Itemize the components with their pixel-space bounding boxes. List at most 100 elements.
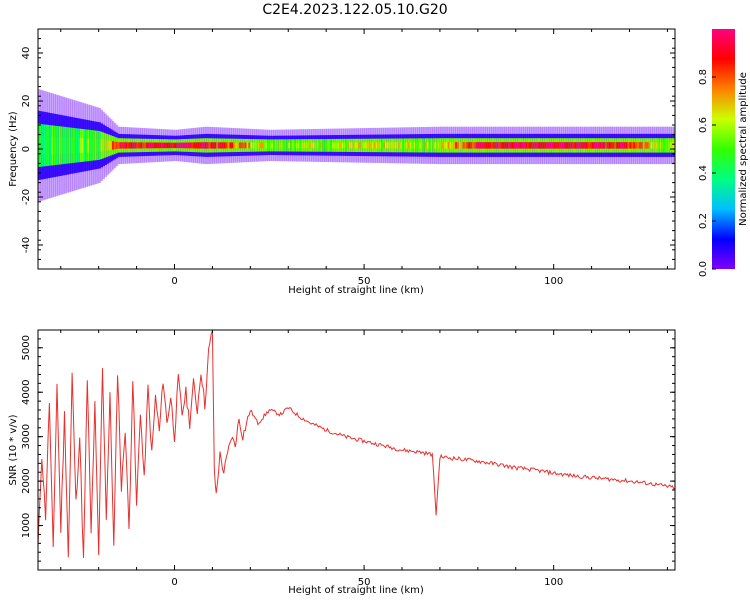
spectrogram-cell <box>638 142 642 149</box>
spectrogram-cell <box>199 142 202 149</box>
spectrogram-cell <box>547 142 551 149</box>
spectrogram-cell <box>147 142 151 149</box>
spectrogram-cell <box>229 142 232 149</box>
spectrogram-cell <box>356 142 359 149</box>
spectrogram-cell <box>402 142 405 149</box>
spectrogram-cell <box>53 136 56 155</box>
spectrogram-cell <box>303 142 306 149</box>
spectrogram-cell <box>201 142 204 149</box>
spectrogram-cell <box>333 142 337 149</box>
spectrogram-cell <box>599 142 602 149</box>
spectrogram-cell <box>388 142 392 149</box>
snr-y-tick-label: 4000 <box>21 379 32 404</box>
spectrogram-cell <box>504 142 507 149</box>
spectrogram-cell <box>347 142 350 149</box>
spectrogram-cell <box>225 142 229 149</box>
spectrogram-cell <box>58 136 62 155</box>
spectrogram-cell <box>41 135 45 155</box>
spectrogram-cell <box>250 142 253 149</box>
spectrogram-cell <box>183 142 187 149</box>
spectrogram-cell <box>447 142 450 149</box>
spectrogram-cell <box>134 142 138 149</box>
spectrogram-cell <box>56 136 60 155</box>
spectrogram-y-tick-label: -20 <box>21 189 32 205</box>
spectrogram-y-label: Frequency (Hz) <box>8 111 19 187</box>
spectrogram-cell <box>185 142 189 149</box>
spectrogram-cell <box>534 142 538 149</box>
spectrogram-cell <box>608 142 612 149</box>
spectrogram-cell <box>456 142 460 149</box>
colorbar: 0.0 0.2 0.4 0.6 0.8 Normalized spectral ampl… <box>698 29 749 277</box>
spectrogram-cell <box>119 142 123 149</box>
spectrogram-cell <box>197 142 200 149</box>
spectrogram-cell <box>591 142 595 149</box>
spectrogram-cell <box>64 137 68 154</box>
spectrogram-cell <box>265 142 268 149</box>
spectrogram-cell <box>206 142 210 149</box>
spectrogram-cell <box>487 142 490 149</box>
snr-x-tick-label: 50 <box>358 577 371 588</box>
spectrogram-cell <box>242 142 246 149</box>
spectrogram-cell <box>434 142 437 149</box>
spectrogram-cell <box>546 142 549 149</box>
spectrogram-cell <box>652 142 655 149</box>
spectrogram-x-tick-label: 100 <box>544 276 563 287</box>
spectrogram-cell <box>74 137 77 154</box>
spectrogram-cell <box>326 142 329 149</box>
spectrogram-cell <box>286 142 289 149</box>
spectrogram-cell <box>369 142 373 149</box>
spectrogram-cell <box>233 142 236 149</box>
spectrogram-cell <box>246 142 250 149</box>
spectrogram-cell <box>341 142 344 149</box>
spectrogram-cell <box>593 142 596 149</box>
spectrogram-cell <box>256 142 259 149</box>
spectrogram-cell <box>462 142 466 149</box>
spectrogram-cell <box>365 142 369 149</box>
spectrogram-cell <box>210 142 214 149</box>
spectrogram-cell <box>405 142 409 149</box>
spectrogram-cell <box>474 142 477 149</box>
spectrogram-cell <box>612 142 615 149</box>
spectrogram-cell <box>362 142 365 149</box>
spectrogram-cell <box>328 142 331 149</box>
spectrogram-cell <box>231 142 234 149</box>
spectrogram-cell <box>176 142 179 149</box>
spectrogram-cell <box>102 139 105 152</box>
spectrogram-cell <box>498 142 502 149</box>
colorbar-tick-label: 0.6 <box>698 117 709 133</box>
spectrogram-cell <box>282 142 286 149</box>
spectrogram-cell <box>625 142 629 149</box>
spectrogram-cell <box>420 142 424 149</box>
spectrogram-cell <box>280 142 284 149</box>
spectrogram-cell <box>584 142 587 149</box>
spectrogram-cell <box>227 142 231 149</box>
spectrogram-cell <box>263 142 267 149</box>
spectrogram-cell <box>110 140 113 150</box>
spectrogram-cell <box>237 142 240 149</box>
spectrogram-cell <box>350 142 354 149</box>
spectrogram-cell <box>667 142 670 149</box>
spectrogram-cell <box>527 142 530 149</box>
spectrogram-cell <box>92 138 96 153</box>
snr-axes-frame <box>37 329 676 571</box>
spectrogram-cell <box>288 142 291 149</box>
spectrogram-cell <box>383 142 386 149</box>
spectrogram-cell <box>604 142 608 149</box>
spectrogram-cell <box>212 142 215 149</box>
spectrogram-cell <box>464 142 468 149</box>
spectrogram-cell <box>555 142 559 149</box>
spectrogram-cell <box>489 142 492 149</box>
spectrogram-cell <box>597 142 600 149</box>
spectrogram-cell <box>77 137 81 153</box>
spectrogram-cell <box>220 142 223 149</box>
spectrogram-cell <box>529 142 532 149</box>
spectrogram-cell <box>320 142 323 149</box>
spectrogram-cell <box>642 142 646 149</box>
spectrogram-cell <box>438 142 441 149</box>
spectrogram-cell <box>375 142 378 149</box>
spectrogram-cell <box>472 142 475 149</box>
spectrogram-cell <box>551 142 555 149</box>
spectrogram-cell <box>540 142 543 149</box>
spectrogram-cell <box>127 142 130 149</box>
spectrogram-cell <box>513 142 517 149</box>
